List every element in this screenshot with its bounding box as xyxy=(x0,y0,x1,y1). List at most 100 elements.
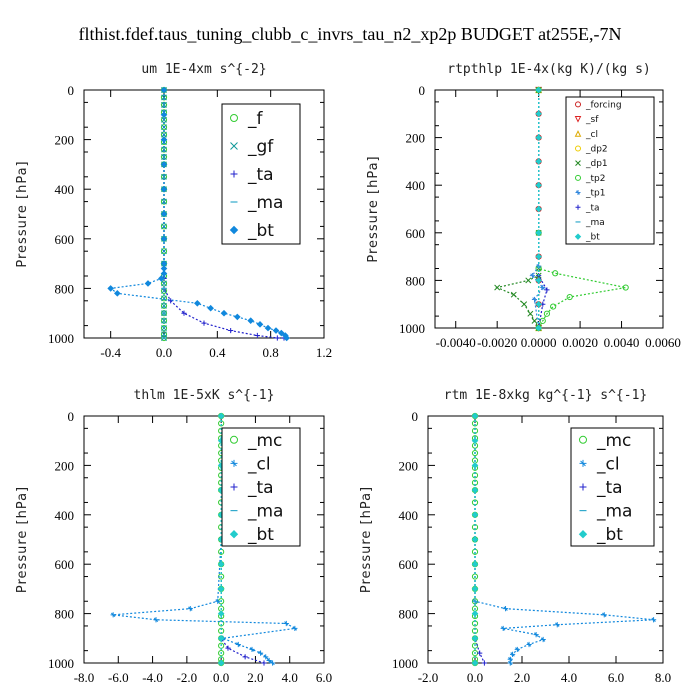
plot-frame xyxy=(83,89,325,339)
legend-label: _forcing xyxy=(585,100,622,110)
data-point xyxy=(471,659,479,667)
x-tick-label: 6.0 xyxy=(608,670,624,685)
panel-title: thlm 1E-5xK s^{-1} xyxy=(134,388,275,403)
x-tick-label: 6.0 xyxy=(316,670,332,685)
data-point xyxy=(543,310,551,317)
x-tick-label: 0.0 xyxy=(467,670,483,685)
series-line xyxy=(538,90,548,329)
panel-4: rtm 1E-8xkg kg^{-1} s^{-1} Pressure [hPa]… xyxy=(359,388,671,685)
data-point xyxy=(550,303,557,310)
data-point xyxy=(481,660,487,666)
data-point xyxy=(531,296,538,303)
x-tick-label: 1.2 xyxy=(316,345,332,360)
data-point xyxy=(249,646,255,653)
data-point xyxy=(521,301,528,308)
x-tick-label: 0.0 xyxy=(156,345,172,360)
data-point xyxy=(217,610,225,617)
legend-label: _cl xyxy=(247,454,271,474)
data-point xyxy=(529,273,536,279)
legend-marker xyxy=(579,435,587,444)
data-point xyxy=(160,86,168,94)
data-point xyxy=(217,412,225,420)
legend-label: _dp1 xyxy=(585,159,608,169)
data-point xyxy=(283,334,290,342)
y-tick-label: 1000 xyxy=(48,656,74,671)
data-point xyxy=(228,327,234,334)
series-line xyxy=(495,90,540,329)
data-point xyxy=(161,317,167,324)
legend-marker xyxy=(230,459,238,467)
data-point xyxy=(471,560,479,568)
data-point xyxy=(535,324,542,332)
y-tick-label: 200 xyxy=(55,133,75,148)
data-point xyxy=(161,302,167,309)
x-tick-label: 0.4 xyxy=(209,345,226,360)
data-point xyxy=(510,291,517,298)
data-point xyxy=(201,320,207,326)
data-point xyxy=(622,284,629,291)
y-tick-label: 1000 xyxy=(48,331,74,346)
data-point xyxy=(494,284,501,291)
series-line xyxy=(113,416,297,664)
data-point xyxy=(160,161,168,168)
y-tick-label: 800 xyxy=(399,607,419,622)
data-point xyxy=(471,462,479,469)
x-tick-label: 0.0020 xyxy=(562,335,598,350)
data-point xyxy=(220,309,228,317)
data-point xyxy=(540,636,546,643)
data-point xyxy=(181,310,187,316)
x-tick-label: 0.0 xyxy=(213,670,229,685)
legend-marker xyxy=(579,459,587,467)
y-tick-label: 800 xyxy=(55,607,75,622)
panel-2: rtpthlp 1E-4x(kg K)/(kg s) Pressure [hPa]… xyxy=(366,62,681,350)
data-point xyxy=(225,645,231,651)
legend-label: _f xyxy=(247,109,264,129)
data-point xyxy=(535,158,542,165)
x-tick-label: 0.0000 xyxy=(521,335,557,350)
data-point xyxy=(160,235,168,243)
y-tick-label: 0 xyxy=(68,83,75,98)
data-point xyxy=(535,181,542,189)
data-point xyxy=(234,313,241,321)
data-point xyxy=(263,654,269,660)
data-point xyxy=(217,585,225,593)
data-point xyxy=(207,304,214,312)
data-point xyxy=(242,654,248,660)
data-point xyxy=(235,641,241,648)
data-point xyxy=(507,660,513,666)
legend-marker xyxy=(230,114,238,122)
x-tick-label: 0.8 xyxy=(263,345,279,360)
data-point xyxy=(283,620,289,627)
y-axis-label: Pressure [hPa] xyxy=(15,160,30,267)
legend-label: _cl xyxy=(585,130,598,140)
legend-label: _bt xyxy=(596,525,623,545)
x-tick-label: -2.0 xyxy=(418,670,439,685)
data-point xyxy=(144,280,152,287)
legend-label: _tp2 xyxy=(585,174,605,184)
data-point xyxy=(526,641,532,648)
legend-label: _dp2 xyxy=(585,144,608,154)
legend-label: _gf xyxy=(247,137,274,157)
data-point xyxy=(544,287,550,293)
data-point xyxy=(535,253,542,260)
data-point xyxy=(540,284,546,291)
data-point xyxy=(168,298,174,304)
legend-label: _bt xyxy=(585,233,600,243)
data-point xyxy=(160,185,168,193)
x-tick-label: 0.0060 xyxy=(645,335,681,350)
y-tick-label: 600 xyxy=(399,557,419,572)
data-point xyxy=(217,634,225,642)
legend-label: _ma xyxy=(247,193,283,213)
panel-1: um 1E-4xm s^{-2} Pressure [hPa] 0 200 400 600… xyxy=(15,62,332,360)
y-tick-label: 400 xyxy=(55,508,75,523)
legend-marker xyxy=(575,160,581,167)
data-point xyxy=(161,154,167,160)
data-point xyxy=(471,486,479,494)
data-point xyxy=(160,210,168,218)
x-tick-label: 2.0 xyxy=(514,670,530,685)
data-point xyxy=(471,536,479,543)
data-point xyxy=(161,173,167,180)
legend-label: _ma xyxy=(596,502,632,522)
panel-3: thlm 1E-5xK s^{-1} Pressure [hPa] 0 200 400 6… xyxy=(15,388,332,685)
